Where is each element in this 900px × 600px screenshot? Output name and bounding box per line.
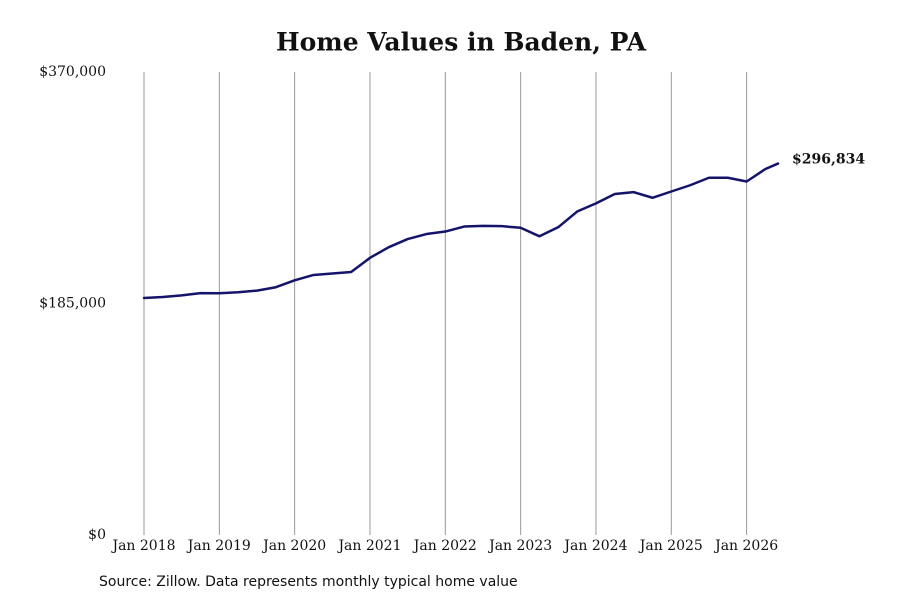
- x-tick-label: Jan 2022: [412, 538, 477, 554]
- y-tick-label: $185,000: [39, 296, 106, 312]
- x-tick-label: Jan 2024: [562, 538, 627, 554]
- x-tick-label: Jan 2018: [110, 538, 175, 554]
- line: [142, 162, 780, 300]
- x-tick-label: Jan 2019: [186, 538, 251, 554]
- y-tick-label: $370,000: [39, 64, 106, 80]
- source-note: Source: Zillow. Data represents monthly …: [99, 574, 518, 590]
- x-tick-label: Jan 2023: [487, 538, 552, 554]
- y-tick-label: $0: [88, 527, 106, 543]
- x-tick-label: Jan 2025: [638, 538, 703, 554]
- data-label: $296,834: [792, 152, 865, 168]
- chart-title: Home Values in Baden, PA: [276, 28, 647, 57]
- x-tick-label: Jan 2020: [261, 538, 326, 554]
- x-tick-label: Jan 2021: [336, 538, 401, 554]
- x-tick-label: Jan 2026: [713, 538, 778, 554]
